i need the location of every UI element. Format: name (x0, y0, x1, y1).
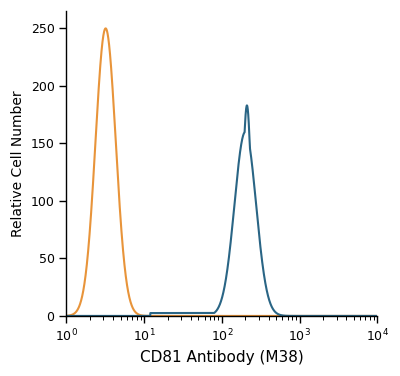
Y-axis label: Relative Cell Number: Relative Cell Number (11, 90, 25, 237)
X-axis label: CD81 Antibody (M38): CD81 Antibody (M38) (140, 350, 304, 365)
